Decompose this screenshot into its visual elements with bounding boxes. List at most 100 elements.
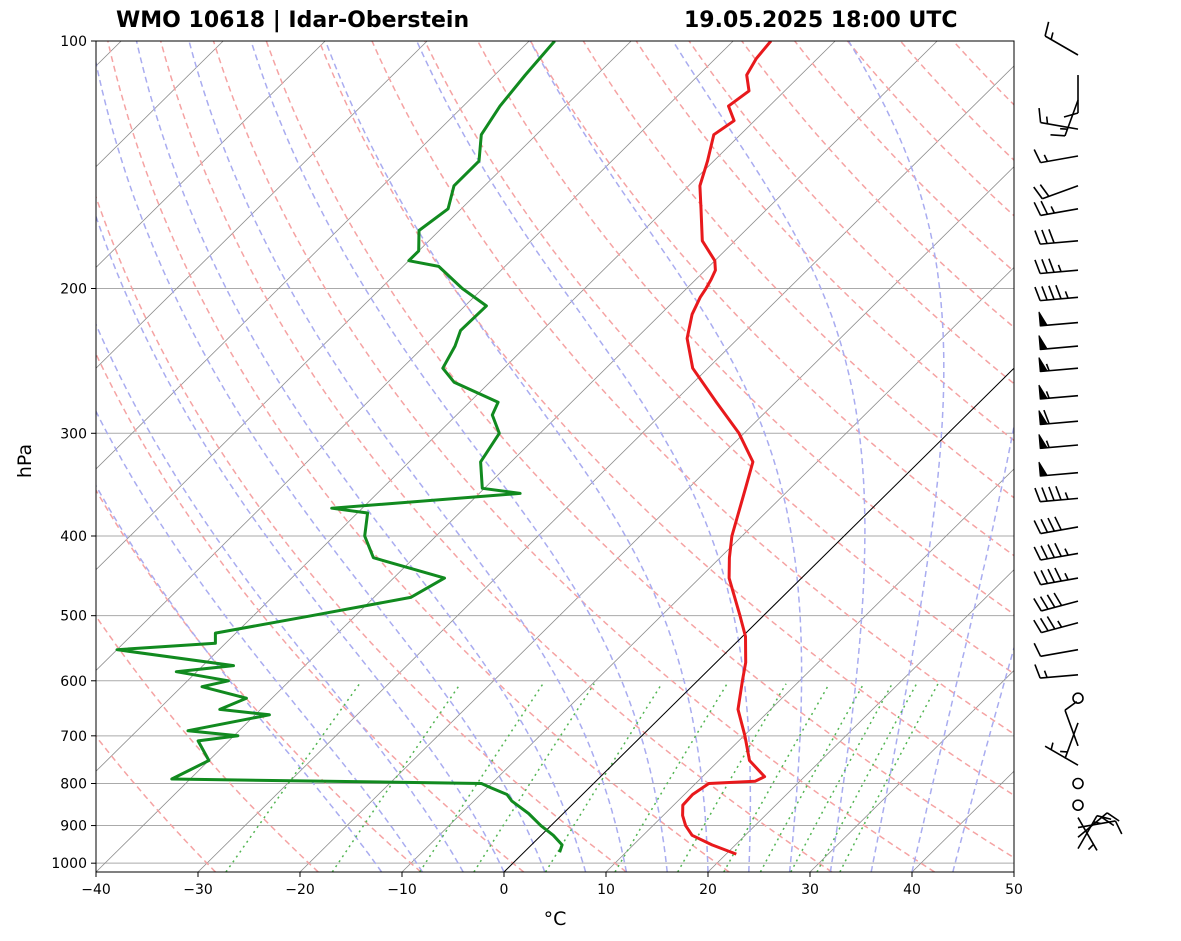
barb-flag [1038,410,1048,426]
barb-staff [1042,185,1079,200]
moist-adiabat [250,41,668,872]
temperature-profile [681,41,773,856]
moist-adiabat [96,484,383,872]
mixing-ratio-lines [225,683,939,872]
moist-adiabat [416,41,752,872]
x-tick-label: −10 [387,882,417,898]
barb-full [1033,571,1042,586]
wind-barb [1033,567,1079,586]
dry-adiabat [794,41,1014,273]
barb-flag [1038,384,1048,400]
dry-adiabat [424,41,1014,675]
mixing-ratio-line [225,683,361,872]
mixing-ratio-line [419,683,544,872]
mixing-ratio-line [839,683,939,872]
wind-barb [1077,817,1098,851]
wind-barb [1038,107,1079,130]
barb-full [1044,21,1050,37]
barb-half [1057,264,1062,272]
barb-half [1087,843,1095,851]
barb-staff [1040,121,1079,130]
barb-half [1060,127,1068,131]
wind-barb [1033,642,1079,658]
barb-flag [1038,357,1048,373]
wind-barb [1038,335,1079,351]
x-tick-label: 10 [597,882,615,898]
dry-adiabat [96,194,627,872]
zero-isotherm-line [503,367,1014,872]
y-tick-label: 100 [60,34,87,50]
x-tick-label: 50 [1005,882,1023,898]
wind-barb [1072,777,1084,790]
barb-full [1054,542,1062,557]
moist-adiabat [96,322,464,872]
wind-barb [1050,99,1079,137]
y-tick-label: 400 [60,529,87,545]
x-tick-label: −20 [285,882,315,898]
barb-full [1050,133,1066,137]
isotherm-line [96,41,836,772]
mixing-ratio-line [677,683,787,872]
x-tick-label: −30 [183,882,213,898]
wind-barb [1072,799,1084,811]
barb-full [1033,546,1042,561]
isotherm-line [299,166,1014,872]
wind-barb [1044,742,1079,766]
moist-adiabat-lines [96,41,1014,872]
barb-full [1047,517,1056,532]
barb-half [1064,291,1069,299]
y-tick-label: 700 [60,729,87,745]
calm-circle [1072,777,1084,790]
wind-barb [1034,284,1079,302]
barb-full [1033,186,1043,200]
dry-adiabat [96,614,319,872]
y-tick-label: 900 [60,819,87,835]
wind-barb [1038,357,1079,373]
barb-full [1034,664,1041,679]
barb-staff [1044,745,1079,766]
barb-half [1050,32,1054,40]
barb-half [1045,116,1049,124]
station-title: WMO 10618 | Idar-Oberstein [116,8,470,33]
barb-half [1064,572,1069,581]
barb-staff [1064,99,1079,137]
barb-flag [1038,461,1048,477]
barb-half [1043,670,1048,678]
moist-adiabat [529,41,803,872]
barb-flag [1038,335,1048,350]
y-tick-label: 1000 [51,856,87,872]
barb-full [1039,596,1049,610]
barb-half [1057,620,1063,628]
y-axis-ticks: 1000 900 800 700 600 500 400 300 200 100 [51,34,96,872]
moist-adiabat [188,41,628,872]
moist-adiabat [847,41,945,872]
x-tick-label: 20 [699,882,717,898]
wind-barb [1038,311,1079,327]
dry-adiabat [318,41,1014,797]
wind-barb [1044,21,1079,56]
y-tick-label: 300 [60,426,87,442]
barb-full [1039,617,1049,632]
dry-adiabat [582,41,1014,499]
isotherm-line [96,41,938,872]
wind-barb [1038,461,1079,477]
sounding-profiles [115,41,773,856]
barb-full [1034,259,1041,274]
barb-full [1047,544,1056,558]
barb-half [1064,492,1069,500]
dry-adiabat [96,352,525,872]
barb-full [1041,259,1048,274]
barb-full [1054,567,1062,582]
x-axis-ticks: −40 −30 −20 −10 0 10 20 30 40 50 [81,872,1023,898]
zero-isotherm [503,367,1014,872]
moist-adiabat [952,645,1014,872]
barb-full [1041,487,1048,502]
barb-full [1054,516,1062,531]
isotherm-line [96,41,734,672]
x-tick-label: 0 [500,882,509,898]
wind-barb [1033,149,1079,164]
barb-full [1046,594,1056,608]
barb-full [1033,201,1042,216]
barb-full [1055,284,1062,300]
barb-flag [1038,311,1048,327]
